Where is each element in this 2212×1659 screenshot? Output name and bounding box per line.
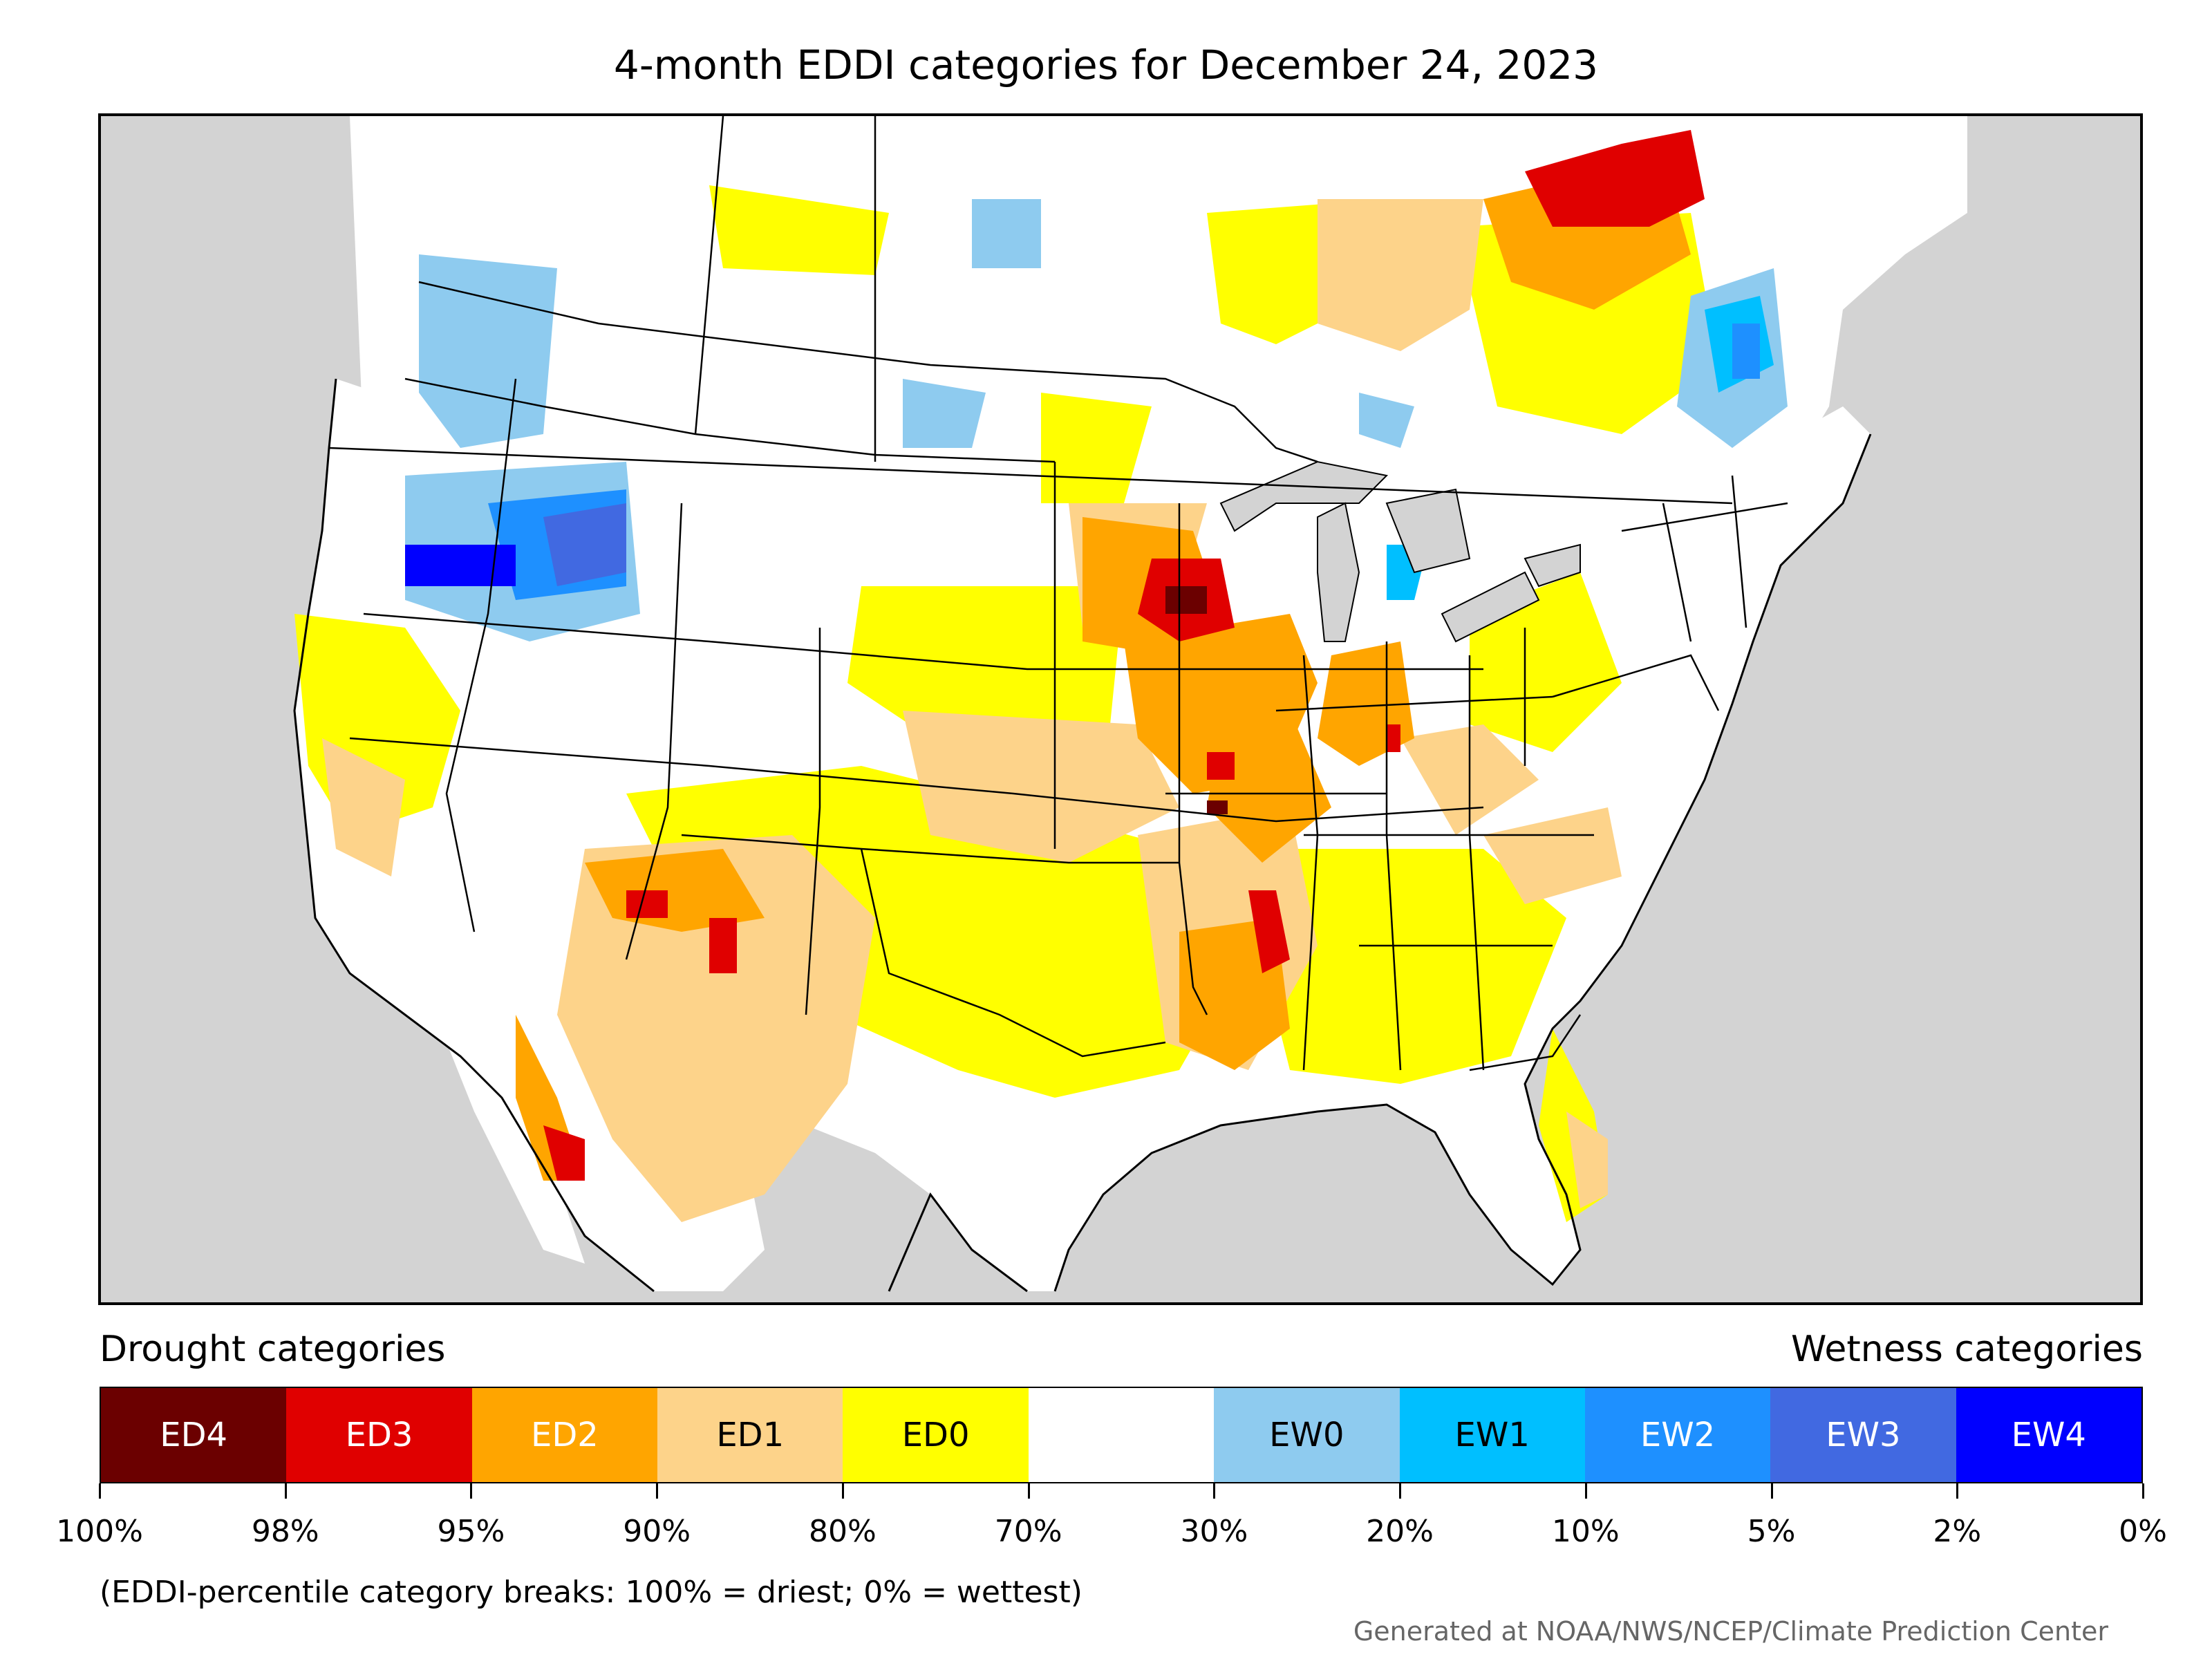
colorbar-tick bbox=[1027, 1483, 1030, 1499]
category-cell-ed4: ED4 bbox=[101, 1388, 287, 1482]
colorbar-tick bbox=[841, 1483, 844, 1499]
colorbar-tick-label: 95% bbox=[437, 1514, 505, 1549]
colorbar-tick bbox=[656, 1483, 659, 1499]
colorbar-tick-label: 90% bbox=[623, 1514, 691, 1549]
colorbar-tick-label: 0% bbox=[2119, 1514, 2167, 1549]
colorbar-tick-label: 5% bbox=[1747, 1514, 1796, 1549]
category-cell-ew0: EW0 bbox=[1214, 1388, 1400, 1482]
ed3-regions bbox=[543, 130, 1705, 1181]
colorbar-ticks bbox=[99, 1483, 2144, 1500]
colorbar-tick bbox=[1213, 1483, 1216, 1499]
wetness-heading: Wetness categories bbox=[1791, 1329, 2143, 1370]
category-note: (EDDI-percentile category breaks: 100% =… bbox=[100, 1575, 1082, 1610]
category-cell-ew2: EW2 bbox=[1584, 1388, 1771, 1482]
colorbar-tick-labels: 100% 98% 95% 90% 80% 70% 30% 20% 10% 5% 2% 0% bbox=[56, 1514, 2167, 1555]
category-cell-ew4: EW4 bbox=[1956, 1388, 2141, 1482]
canada-border bbox=[418, 281, 1318, 463]
drought-heading: Drought categories bbox=[100, 1329, 446, 1370]
colorbar-tick-label: 20% bbox=[1366, 1514, 1434, 1549]
category-cell-ew1: EW1 bbox=[1399, 1388, 1585, 1482]
category-cell-ed3: ED3 bbox=[286, 1388, 472, 1482]
map-title: 4-month EDDI categories for December 24,… bbox=[613, 41, 1599, 88]
category-cell-ed2: ED2 bbox=[471, 1388, 658, 1482]
state-borders bbox=[328, 116, 1788, 1071]
colorbar-tick bbox=[1770, 1483, 1773, 1499]
colorbar-tick bbox=[1956, 1483, 1959, 1499]
colorbar-tick-label: 100% bbox=[56, 1514, 143, 1549]
colorbar-tick bbox=[2142, 1483, 2144, 1499]
category-cell-normal bbox=[1028, 1388, 1215, 1482]
colorbar-tick-label: 10% bbox=[1551, 1514, 1620, 1549]
colorbar-tick bbox=[99, 1483, 101, 1499]
coastline bbox=[293, 378, 1872, 1293]
colorbar-tick-label: 80% bbox=[809, 1514, 877, 1549]
ed4-regions bbox=[1165, 586, 1228, 814]
colorbar-tick bbox=[470, 1483, 473, 1499]
category-cell-ew3: EW3 bbox=[1770, 1388, 1956, 1482]
colorbar-tick-label: 2% bbox=[1933, 1514, 1982, 1549]
category-cell-ed0: ED0 bbox=[843, 1388, 1029, 1482]
colorbar-tick-label: 30% bbox=[1180, 1514, 1248, 1549]
eddi-map bbox=[101, 116, 2140, 1302]
ew3-regions bbox=[543, 503, 626, 586]
category-cell-ed1: ED1 bbox=[657, 1388, 843, 1482]
baja-peninsula bbox=[433, 946, 585, 1264]
category-colorbar: ED4 ED3 ED2 ED1 ED0 EW0 EW1 EW2 EW3 EW4 bbox=[100, 1387, 2143, 1483]
colorbar-tick-label: 70% bbox=[994, 1514, 1062, 1549]
map-panel bbox=[98, 113, 2143, 1305]
colorbar-tick bbox=[1399, 1483, 1402, 1499]
colorbar-tick bbox=[284, 1483, 287, 1499]
credit-text: Generated at NOAA/NWS/NCEP/Climate Predi… bbox=[1353, 1616, 2108, 1647]
colorbar-tick bbox=[1584, 1483, 1587, 1499]
ew4-regions bbox=[405, 545, 516, 586]
colorbar-tick-label: 98% bbox=[251, 1514, 319, 1549]
